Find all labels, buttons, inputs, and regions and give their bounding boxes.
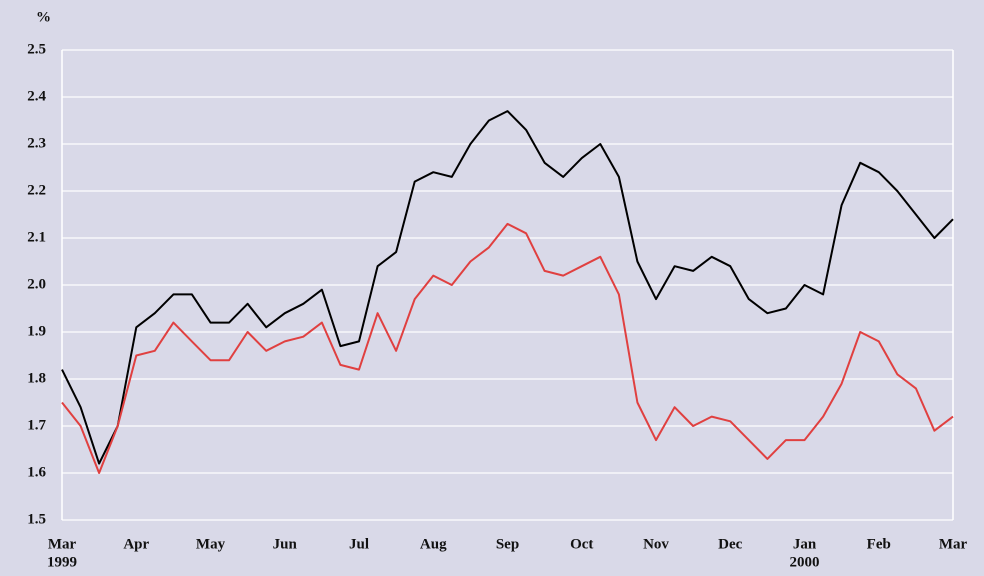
x-tick-label: Jan xyxy=(793,536,817,552)
x-tick-label: Mar xyxy=(939,536,968,552)
x-tick-label: Oct xyxy=(570,536,593,552)
x-tick-label: Jun xyxy=(273,536,298,552)
y-axis-label: % xyxy=(36,9,51,25)
y-tick-label: 1.7 xyxy=(27,417,46,433)
year-label: 1999 xyxy=(47,554,77,570)
y-tick-label: 2.0 xyxy=(27,276,46,292)
y-tick-label: 2.3 xyxy=(27,135,46,151)
year-label: 2000 xyxy=(790,554,820,570)
y-tick-label: 2.5 xyxy=(27,41,46,57)
x-tick-label: Jul xyxy=(349,536,369,552)
y-tick-label: 1.5 xyxy=(27,511,46,527)
x-tick-label: Feb xyxy=(867,536,891,552)
x-tick-label: Mar xyxy=(48,536,77,552)
y-tick-label: 1.8 xyxy=(27,370,46,386)
x-tick-label: Nov xyxy=(643,536,669,552)
line-series xyxy=(61,222,954,474)
line-series xyxy=(61,110,954,465)
x-tick-label: Sep xyxy=(496,536,519,552)
y-tick-label: 2.1 xyxy=(27,229,46,245)
x-tick-label: Aug xyxy=(420,536,447,552)
y-tick-label: 2.2 xyxy=(27,182,46,198)
x-tick-label: Dec xyxy=(718,536,742,552)
y-tick-label: 2.4 xyxy=(27,88,46,104)
y-tick-label: 1.9 xyxy=(27,323,46,339)
x-tick-label: Apr xyxy=(123,536,149,552)
x-tick-label: May xyxy=(196,536,226,552)
y-tick-label: 1.6 xyxy=(27,464,46,480)
